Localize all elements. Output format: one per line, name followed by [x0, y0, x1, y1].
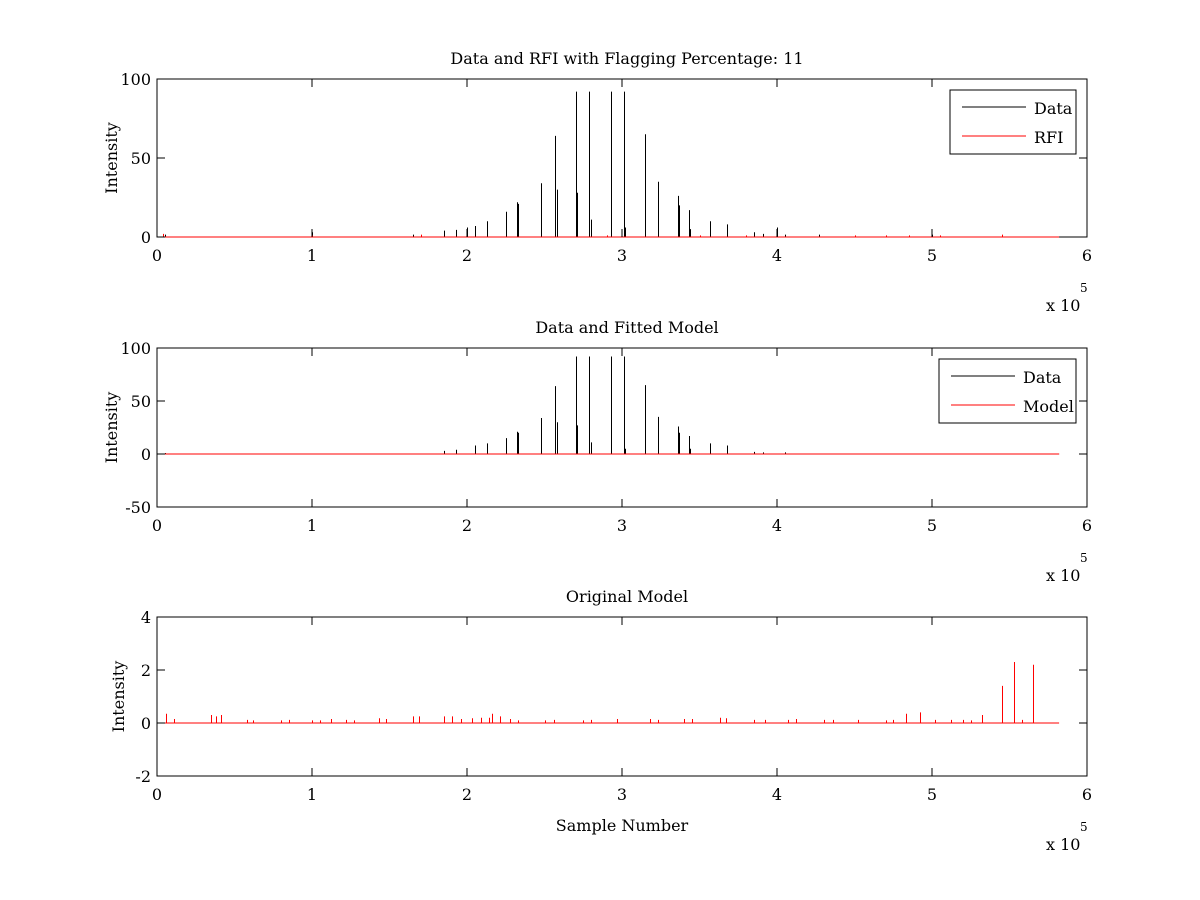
x-tick-label: 5: [927, 785, 937, 804]
y-tick-label: 0: [141, 445, 151, 464]
y-tick-label: 100: [120, 339, 151, 358]
x-tick-label: 5: [927, 246, 937, 265]
axes-box: [156, 616, 1088, 777]
x-tick-label: 0: [152, 516, 162, 535]
y-tick-label: 50: [131, 149, 151, 168]
x-tick-label: 4: [772, 246, 782, 265]
x-exponent-label: x 10: [1046, 566, 1080, 585]
y-tick-label: 0: [141, 228, 151, 247]
y-tick-label: 0: [141, 714, 151, 733]
y-tick-label: -50: [125, 498, 151, 517]
x-tick-label: 1: [307, 516, 317, 535]
x-tick-label: 6: [1082, 246, 1092, 265]
x-exponent-label: x 10: [1046, 835, 1080, 854]
x-tick-label: 0: [152, 246, 162, 265]
x-tick-label: 2: [462, 516, 472, 535]
legend: Data Model: [938, 358, 1077, 424]
x-tick-label: 6: [1082, 516, 1092, 535]
legend: Data RFI: [949, 89, 1077, 155]
y-axis-label: Intensity: [102, 122, 121, 194]
x-exponent-power: 5: [1080, 820, 1088, 834]
legend-entry: Data: [1034, 99, 1073, 118]
chart-title: Data and RFI with Flagging Percentage: 1…: [450, 49, 803, 68]
x-tick-label: 1: [307, 785, 317, 804]
axes-box: [156, 78, 1088, 238]
x-tick-label: 2: [462, 246, 472, 265]
y-tick-label: 100: [120, 70, 151, 89]
y-tick-label: 2: [141, 661, 151, 680]
legend-entry: Model: [1023, 397, 1074, 416]
x-axis-label: Sample Number: [556, 816, 689, 835]
y-tick-label: 50: [131, 392, 151, 411]
axes-box: [156, 347, 1088, 508]
x-exponent-label: x 10: [1046, 296, 1080, 315]
x-tick-label: 0: [152, 785, 162, 804]
x-tick-label: 4: [772, 785, 782, 804]
x-tick-label: 1: [307, 246, 317, 265]
x-tick-label: 2: [462, 785, 472, 804]
y-tick-label: 4: [141, 608, 151, 627]
legend-entry: Data: [1023, 368, 1062, 387]
legend-entry: RFI: [1034, 128, 1063, 147]
x-tick-label: 4: [772, 516, 782, 535]
y-axis-label: Intensity: [102, 392, 121, 464]
chart-title: Original Model: [566, 587, 688, 606]
y-axis-label: Intensity: [109, 661, 128, 733]
y-tick-label: -2: [135, 767, 151, 786]
x-exponent-power: 5: [1080, 281, 1088, 295]
x-tick-label: 6: [1082, 785, 1092, 804]
x-tick-label: 3: [617, 785, 627, 804]
legend-box: [949, 89, 1077, 155]
x-tick-label: 3: [617, 516, 627, 535]
legend-box: [938, 358, 1077, 424]
x-tick-label: 3: [617, 246, 627, 265]
chart-title: Data and Fitted Model: [535, 318, 718, 337]
x-tick-label: 5: [927, 516, 937, 535]
x-exponent-power: 5: [1080, 551, 1088, 565]
